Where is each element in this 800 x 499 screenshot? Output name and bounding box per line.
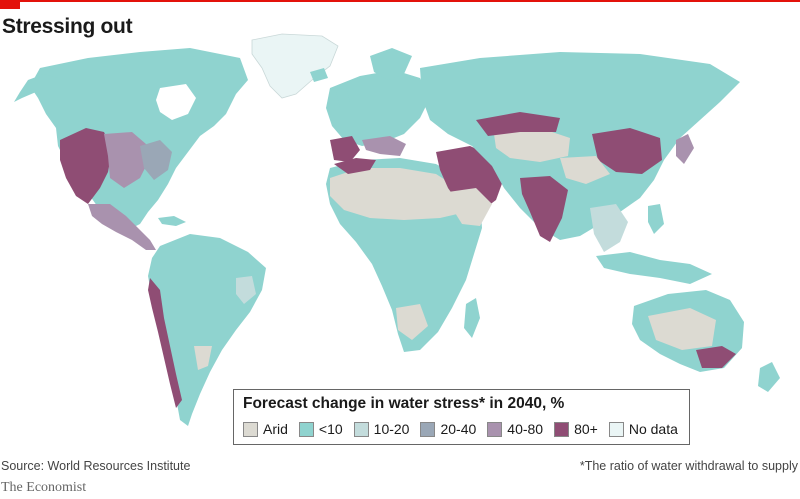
- top-rule: [0, 0, 800, 2]
- footnote: *The ratio of water withdrawal to supply: [579, 459, 798, 473]
- legend-label-80plus: 80+: [574, 421, 598, 437]
- water-hudson-bay: [156, 84, 196, 120]
- region-north-africa-stress: [334, 158, 376, 174]
- legend-item-20-40: 20-40: [420, 421, 476, 437]
- legend-swatch-10-20: [353, 421, 369, 437]
- region-usa-west-stress: [60, 128, 112, 204]
- legend-items: Arid <10 10-20 20-40 40-80 80+ No data: [243, 421, 689, 437]
- legend-label-arid: Arid: [263, 421, 288, 437]
- region-mediterranean-stress: [362, 136, 406, 156]
- region-iceland: [310, 68, 328, 82]
- region-india-stress: [520, 176, 568, 242]
- region-brazil-east: [236, 276, 256, 304]
- region-asia: [420, 52, 740, 240]
- legend-item-arid: Arid: [243, 421, 288, 437]
- region-central-asia-stress: [476, 112, 560, 136]
- region-arabia-arid: [448, 188, 492, 226]
- region-tibet-arid: [560, 156, 610, 184]
- legend-item-lt10: <10: [298, 421, 343, 437]
- region-europe: [326, 70, 430, 146]
- region-usa-plains-stress: [104, 132, 148, 188]
- legend-swatch-arid: [243, 421, 258, 437]
- legend-label-40-80: 40-80: [507, 421, 544, 437]
- region-middle-east: [436, 146, 504, 212]
- region-andes-stress: [148, 278, 182, 408]
- region-sahara-arid: [330, 168, 466, 220]
- legend-swatch-80plus: [554, 421, 570, 437]
- publisher-logo: The Economist: [1, 480, 87, 495]
- legend-item-no-data: No data: [608, 421, 678, 437]
- legend-label-no-data: No data: [628, 421, 678, 437]
- region-madagascar: [464, 298, 480, 338]
- chart-title: Stressing out: [2, 15, 133, 38]
- region-alaska: [14, 74, 58, 102]
- world-map: [0, 28, 800, 458]
- region-uk: [336, 86, 350, 108]
- region-mexico: [88, 204, 156, 250]
- legend-label-10-20: 10-20: [373, 421, 410, 437]
- region-philippines: [648, 204, 664, 234]
- region-central-asia-arid: [494, 128, 570, 162]
- legend-label-20-40: 20-40: [440, 421, 477, 437]
- region-southeast-asia: [590, 204, 628, 252]
- legend-swatch-40-80: [487, 421, 503, 437]
- legend-label-lt10: <10: [318, 421, 343, 437]
- region-caribbean: [158, 216, 186, 226]
- legend-item-10-20: 10-20: [353, 421, 410, 437]
- map-legend: Forecast change in water stress* in 2040…: [233, 389, 690, 445]
- region-greenland: [251, 33, 339, 99]
- legend-item-80plus: 80+: [554, 421, 598, 437]
- region-australia-arid: [648, 308, 716, 350]
- legend-item-40-80: 40-80: [487, 421, 543, 437]
- region-china-stress: [592, 128, 662, 174]
- legend-swatch-lt10: [298, 421, 314, 437]
- region-iberia-stress: [330, 136, 360, 162]
- region-scandinavia: [370, 48, 412, 80]
- region-australia-se-stress: [696, 346, 736, 368]
- legend-title: Forecast change in water stress* in 2040…: [243, 395, 565, 412]
- region-indonesia: [596, 252, 712, 284]
- region-new-zealand: [758, 362, 780, 392]
- region-japan: [676, 134, 694, 164]
- region-usa-east-stress: [140, 140, 172, 180]
- source-note: Source: World Resources Institute: [1, 459, 191, 473]
- brand-red-tab: [0, 0, 20, 9]
- region-south-america-arid: [194, 346, 212, 370]
- legend-swatch-20-40: [420, 421, 436, 437]
- legend-swatch-no-data: [608, 421, 624, 437]
- region-southern-africa-arid: [396, 304, 428, 340]
